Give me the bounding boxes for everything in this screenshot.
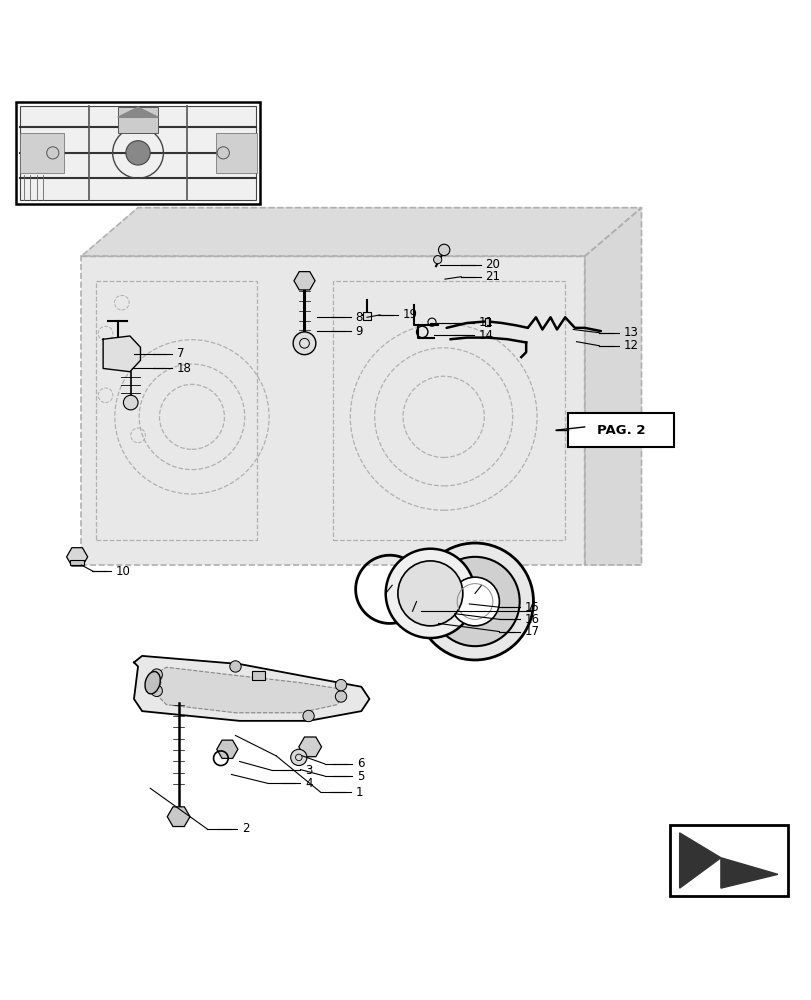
Text: PAG. 2: PAG. 2 <box>596 424 645 437</box>
Circle shape <box>47 147 58 159</box>
Text: 17: 17 <box>524 625 539 638</box>
Circle shape <box>217 147 230 159</box>
Bar <box>20 106 255 200</box>
Text: 21: 21 <box>485 270 500 283</box>
Bar <box>118 107 158 133</box>
Polygon shape <box>81 208 641 256</box>
Text: 11: 11 <box>478 316 493 329</box>
Text: 2: 2 <box>242 822 249 835</box>
Text: 14: 14 <box>478 329 493 342</box>
Polygon shape <box>720 858 777 888</box>
Circle shape <box>450 577 499 626</box>
Polygon shape <box>118 107 158 117</box>
Text: 4: 4 <box>305 777 312 790</box>
Circle shape <box>293 332 315 355</box>
Bar <box>363 312 371 320</box>
Circle shape <box>433 256 441 264</box>
Text: 3: 3 <box>305 764 312 777</box>
Circle shape <box>123 395 138 410</box>
Bar <box>568 413 673 447</box>
Text: 9: 9 <box>355 325 363 338</box>
Text: 7: 7 <box>177 347 184 360</box>
Ellipse shape <box>145 672 160 694</box>
Text: 18: 18 <box>177 362 191 375</box>
Text: 15: 15 <box>524 601 539 614</box>
Text: 8: 8 <box>355 311 363 324</box>
Text: 6: 6 <box>357 757 364 770</box>
Circle shape <box>230 661 241 672</box>
Circle shape <box>303 710 314 722</box>
Text: 5: 5 <box>357 770 364 783</box>
Circle shape <box>385 549 474 638</box>
Polygon shape <box>134 656 369 721</box>
Polygon shape <box>584 208 641 565</box>
Text: 20: 20 <box>485 258 500 271</box>
Polygon shape <box>158 667 342 713</box>
Bar <box>16 102 260 204</box>
Bar <box>20 133 64 173</box>
Polygon shape <box>103 336 140 372</box>
Text: 19: 19 <box>402 308 417 321</box>
Text: 12: 12 <box>623 339 637 352</box>
Circle shape <box>151 669 162 680</box>
Polygon shape <box>679 833 720 888</box>
Text: 1: 1 <box>355 786 363 799</box>
Circle shape <box>290 749 307 766</box>
Bar <box>97 281 257 540</box>
Circle shape <box>126 141 150 165</box>
Bar <box>81 256 584 565</box>
Circle shape <box>335 691 346 702</box>
Circle shape <box>416 543 533 660</box>
Circle shape <box>397 561 462 626</box>
Bar <box>333 281 564 540</box>
Circle shape <box>438 244 449 256</box>
Bar <box>70 560 84 565</box>
Text: 13: 13 <box>623 326 637 339</box>
Text: 10: 10 <box>116 565 131 578</box>
Circle shape <box>335 679 346 691</box>
Bar <box>669 825 787 896</box>
Bar <box>484 318 489 326</box>
Bar <box>216 133 257 173</box>
Circle shape <box>151 685 162 697</box>
Circle shape <box>430 557 519 646</box>
Text: 16: 16 <box>524 613 539 626</box>
Bar <box>251 671 264 680</box>
